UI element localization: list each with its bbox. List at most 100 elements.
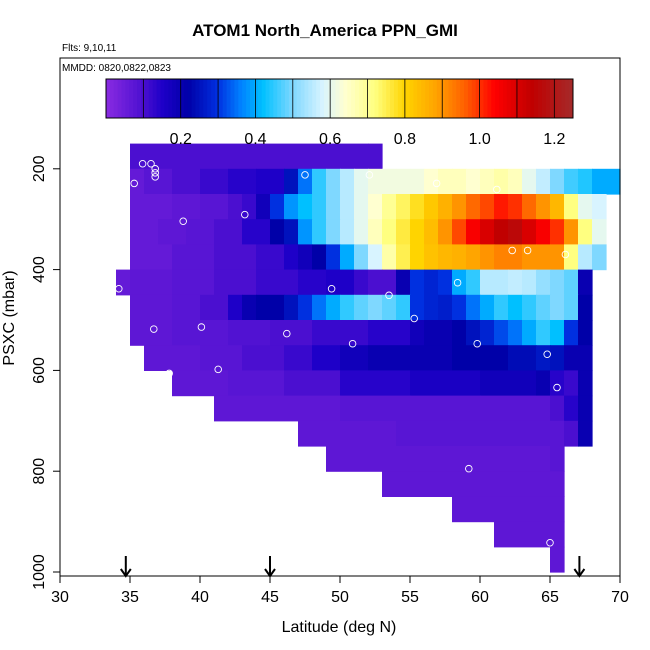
heatmap-cell-2-25 xyxy=(536,194,551,220)
colorbar-segment-110 xyxy=(534,79,539,118)
heatmap-cell-10-3 xyxy=(480,395,551,422)
heatmap-cell-4-22 xyxy=(536,244,551,271)
heatmap-cell-4-24 xyxy=(564,244,579,271)
heatmap-cell-5-13 xyxy=(438,269,453,296)
heatmap-cell-4-2 xyxy=(214,244,257,271)
x-axis-label: Latitude (deg N) xyxy=(282,619,397,636)
heatmap-cell-6-23 xyxy=(522,294,537,321)
colorbar-segment-82 xyxy=(425,79,430,118)
colorbar-segment-63 xyxy=(351,79,356,118)
heatmap-cell-9-9 xyxy=(578,370,593,397)
colorbar-segment-70 xyxy=(378,79,383,118)
heatmap-cell-6-9 xyxy=(326,294,341,321)
heatmap-cell-6-0 xyxy=(130,294,173,321)
flight-point-4 xyxy=(151,169,159,177)
heatmap-cell-12-1 xyxy=(424,446,509,472)
heatmap-cell-9-8 xyxy=(564,370,579,397)
heatmap-cell-4-0 xyxy=(130,244,173,271)
heatmap-cell-10-5 xyxy=(564,395,579,422)
colorbar-segment-25 xyxy=(203,79,208,118)
heatmap-cell-2-7 xyxy=(284,194,299,220)
heatmap-cell-10-6 xyxy=(578,395,593,422)
colorbar-segment-12 xyxy=(152,79,158,118)
heatmap-cell-7-10 xyxy=(466,320,481,346)
heatmap-cell-6-17 xyxy=(438,294,453,321)
colorbar: 0.2 0.4 0.6 0.8 1.0 1.2 xyxy=(105,78,574,148)
heatmap-cell-5-7 xyxy=(354,269,369,296)
heatmap-cell-9-6 xyxy=(536,370,551,397)
heatmap-cell-1-13 xyxy=(382,168,397,195)
heatmap-cell-3-26 xyxy=(564,219,579,245)
heatmap-cell-8-12 xyxy=(550,345,565,371)
heatmap-cell-7-14 xyxy=(522,320,537,346)
flight-point-21 xyxy=(150,325,158,333)
colorbar-segment-15 xyxy=(164,79,169,118)
flight-point-11 xyxy=(493,185,501,194)
heatmap-cell-16-0 xyxy=(550,546,565,573)
heatmap-cell-4-4 xyxy=(284,244,299,271)
heatmap-cell-1-19 xyxy=(466,168,481,195)
flight-point-28 xyxy=(553,383,561,392)
x-tick-label-5: 55 xyxy=(401,589,419,606)
heatmap-cell-9-1 xyxy=(228,370,285,397)
profile-arrow-0 xyxy=(119,556,132,578)
colorbar-segment-114 xyxy=(549,79,555,118)
heatmap-cell-8-4 xyxy=(312,345,341,371)
colorbar-segment-35 xyxy=(242,79,247,118)
colorbar-segment-93 xyxy=(467,79,473,118)
heatmap-cell-8-14 xyxy=(578,345,593,371)
heatmap-cell-3-1 xyxy=(158,219,187,245)
colorbar-segment-76 xyxy=(401,79,407,118)
heatmap-cell-6-22 xyxy=(508,294,523,321)
heatmap-cell-7-6 xyxy=(410,320,425,346)
colorbar-segment-59 xyxy=(335,79,340,118)
flight-point-2 xyxy=(147,160,155,168)
heatmap-cell-1-12 xyxy=(368,168,383,195)
heatmap-cell-6-21 xyxy=(494,294,509,321)
heatmap-cell-2-19 xyxy=(452,194,467,220)
profile-arrow-1 xyxy=(264,556,276,578)
flight-point-10 xyxy=(432,179,441,188)
heatmap-cell-3-18 xyxy=(452,219,467,245)
heatmap-cell-8-1 xyxy=(200,345,243,371)
heatmap-cell-7-17 xyxy=(564,320,579,346)
flight-point-15 xyxy=(453,278,462,287)
heatmap-cell-1-23 xyxy=(522,168,537,195)
heatmap-cell-5-2 xyxy=(172,269,215,296)
heatmap-cell-7-2 xyxy=(228,320,271,346)
colorbar-segment-115 xyxy=(553,79,558,118)
colorbar-segment-73 xyxy=(390,79,395,118)
colorbar-segment-102 xyxy=(502,79,508,118)
heatmap-cell-1-4 xyxy=(228,168,257,195)
heatmap-cell-2-22 xyxy=(494,194,509,220)
heatmap-cell-6-11 xyxy=(354,294,369,321)
heatmap-cell-5-18 xyxy=(508,269,523,296)
flight-point-9 xyxy=(365,171,374,179)
heatmap-cell-3-16 xyxy=(424,219,439,245)
flight-point-20 xyxy=(197,323,206,331)
heatmap-cell-8-7 xyxy=(410,345,453,371)
heatmap-cell-1-8 xyxy=(312,168,327,195)
heatmap-cell-7-4 xyxy=(312,320,369,346)
profile-arrow-2 xyxy=(573,556,586,578)
colorbar-segment-81 xyxy=(421,79,426,118)
heatmap-cell-1-24 xyxy=(536,168,551,195)
heatmap-cell-6-8 xyxy=(312,294,327,321)
heatmap-cell-8-11 xyxy=(536,345,551,371)
heatmap-cell-3-27 xyxy=(578,219,593,245)
colorbar-segment-5 xyxy=(125,79,130,118)
flight-point-8 xyxy=(301,171,309,179)
heatmap-cell-5-19 xyxy=(522,269,537,296)
heatmap-cell-5-9 xyxy=(382,269,397,296)
heatmap-cell-3-19 xyxy=(466,219,481,245)
heatmap-cell-7-11 xyxy=(480,320,495,346)
colorbar-segment-116 xyxy=(557,79,562,118)
heatmap-cell-4-14 xyxy=(424,244,439,271)
heatmap-cell-11-4 xyxy=(578,420,593,447)
y-tick-label-2: 600 xyxy=(31,357,48,384)
heatmap-cell-2-26 xyxy=(550,194,565,220)
flight-point-17 xyxy=(115,285,123,293)
heatmap-cell-3-6 xyxy=(284,219,299,245)
heatmap-cell-3-25 xyxy=(550,219,565,245)
flight-point-14 xyxy=(561,250,570,259)
